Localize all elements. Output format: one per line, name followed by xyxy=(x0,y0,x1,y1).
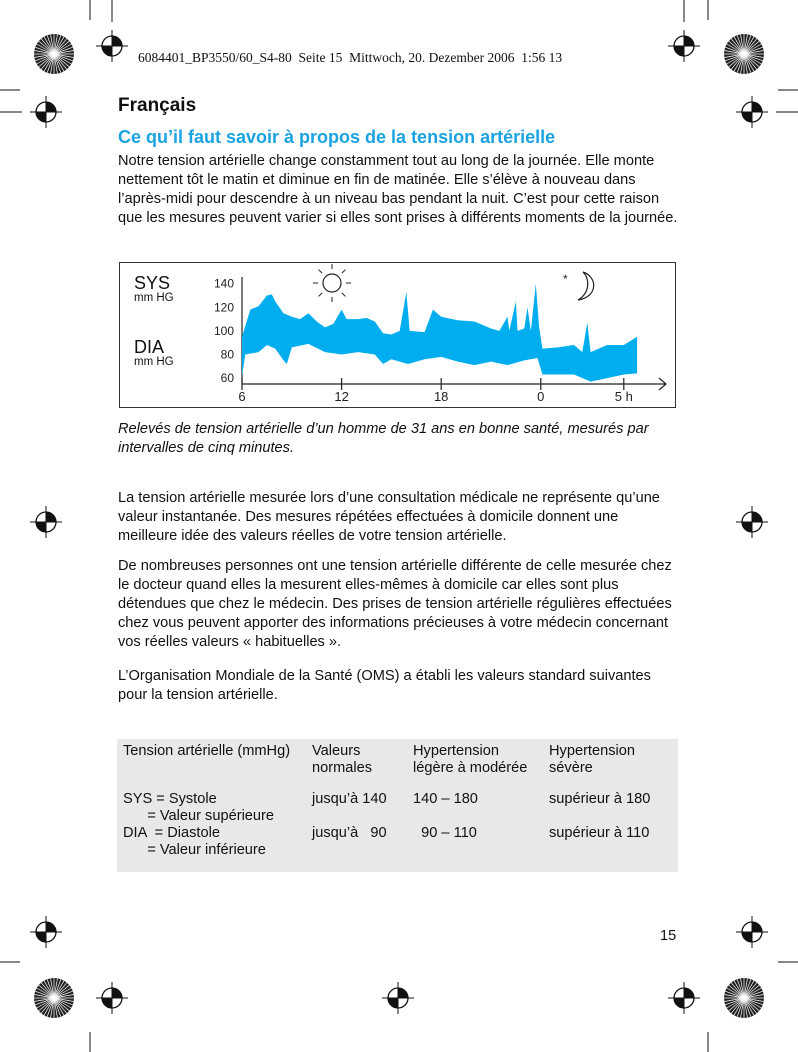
crosshair-mark xyxy=(382,982,414,1014)
cell: jusqu’à 90 xyxy=(312,825,387,841)
dia-unit: mm HG xyxy=(134,356,174,368)
paragraph-1: La tension artérielle mesurée lors d’une… xyxy=(118,490,660,544)
cell: jusqu’à 140 xyxy=(312,791,387,807)
crosshair-mark xyxy=(30,506,62,538)
crosshair-mark xyxy=(668,982,700,1014)
intro-paragraph: Notre tension artérielle change constamm… xyxy=(118,153,678,226)
crosshair-mark xyxy=(96,982,128,1014)
crosshair-mark xyxy=(96,30,128,62)
cell: 90 – 110 xyxy=(413,825,477,841)
y-tick-label: 100 xyxy=(214,324,234,338)
starburst-mark xyxy=(34,978,74,1018)
crosshair-mark xyxy=(30,916,62,948)
x-tick-label: 18 xyxy=(434,389,448,404)
paragraph-2: De nombreuses personnes ont une tension … xyxy=(118,558,672,650)
cell: = Valeur supérieure xyxy=(123,808,275,824)
cell: supérieur à 110 xyxy=(549,825,650,841)
chart-plot: 140 120 100 80 606 12 18 0 5 h * xyxy=(214,264,667,404)
print-header: 6084401_BP3550/60_S4-80 Seite 15 Mittwoc… xyxy=(138,50,563,65)
cell: DIA = Diastole xyxy=(123,825,220,841)
crosshair-mark xyxy=(736,96,768,128)
header-cell: Hypertension légère à modérée xyxy=(413,743,528,776)
blood-pressure-chart: SYS mm HG DIA mm HG 140 120 100 80 60 6 12 18 0 5… xyxy=(119,262,676,408)
cell: SYS = Systole xyxy=(123,791,217,807)
starburst-mark xyxy=(724,978,764,1018)
section-title: Ce qu’il faut savoir à propos de la tens… xyxy=(118,127,556,147)
sys-label: SYS xyxy=(134,273,171,293)
y-tick-label: 120 xyxy=(214,300,234,314)
x-tick-label: 12 xyxy=(334,389,348,404)
x-axis-arrow xyxy=(658,377,667,391)
table-header-row: Tension artérielle (mmHg) Valeurs normal… xyxy=(117,739,678,791)
cell: supérieur à 180 xyxy=(549,791,651,807)
star-icon: * xyxy=(563,272,568,286)
moon-icon xyxy=(577,271,595,301)
x-tick-label: 5 h xyxy=(615,389,633,404)
header-cell: Hypertension sévère xyxy=(549,743,635,776)
x-tick-label: 0 xyxy=(537,389,544,404)
starburst-mark xyxy=(34,34,74,74)
table-row: DIA = Diastole jusqu’à 90 90 – 110 supérie… xyxy=(117,825,678,842)
page-number: 15 xyxy=(660,928,677,944)
table-row: = Valeur inférieure xyxy=(117,842,678,872)
paragraph-3: L’Organisation Mondiale de la Santé (OMS… xyxy=(118,668,651,703)
crosshair-mark xyxy=(30,96,62,128)
cell: = Valeur inférieure xyxy=(123,842,266,858)
header-cell: Valeurs normales xyxy=(312,743,373,776)
language-title: Français xyxy=(118,95,197,116)
y-tick-label: 60 xyxy=(221,371,235,385)
sys-unit: mm HG xyxy=(134,292,174,304)
who-standards-table: Tension artérielle (mmHg) Valeurs normal… xyxy=(117,739,678,872)
x-tick-label: 6 xyxy=(238,389,245,404)
dia-label: DIA xyxy=(134,337,165,357)
cell: 140 – 180 xyxy=(413,791,478,807)
chart-caption: Relevés de tension artérielle d’un homme… xyxy=(118,421,649,456)
table-row: SYS = Systole jusqu’à 140 140 – 180 supérie… xyxy=(117,791,678,808)
header-cell: Tension artérielle (mmHg) xyxy=(123,743,291,759)
crosshair-mark xyxy=(736,506,768,538)
y-tick-label: 80 xyxy=(221,348,235,362)
crosshair-mark xyxy=(736,916,768,948)
y-tick-label: 140 xyxy=(214,277,234,291)
starburst-mark xyxy=(724,34,764,74)
blood-pressure-band xyxy=(242,283,638,382)
table-row: = Valeur supérieure xyxy=(117,808,678,825)
crosshair-mark xyxy=(668,30,700,62)
sun-icon xyxy=(313,264,351,302)
